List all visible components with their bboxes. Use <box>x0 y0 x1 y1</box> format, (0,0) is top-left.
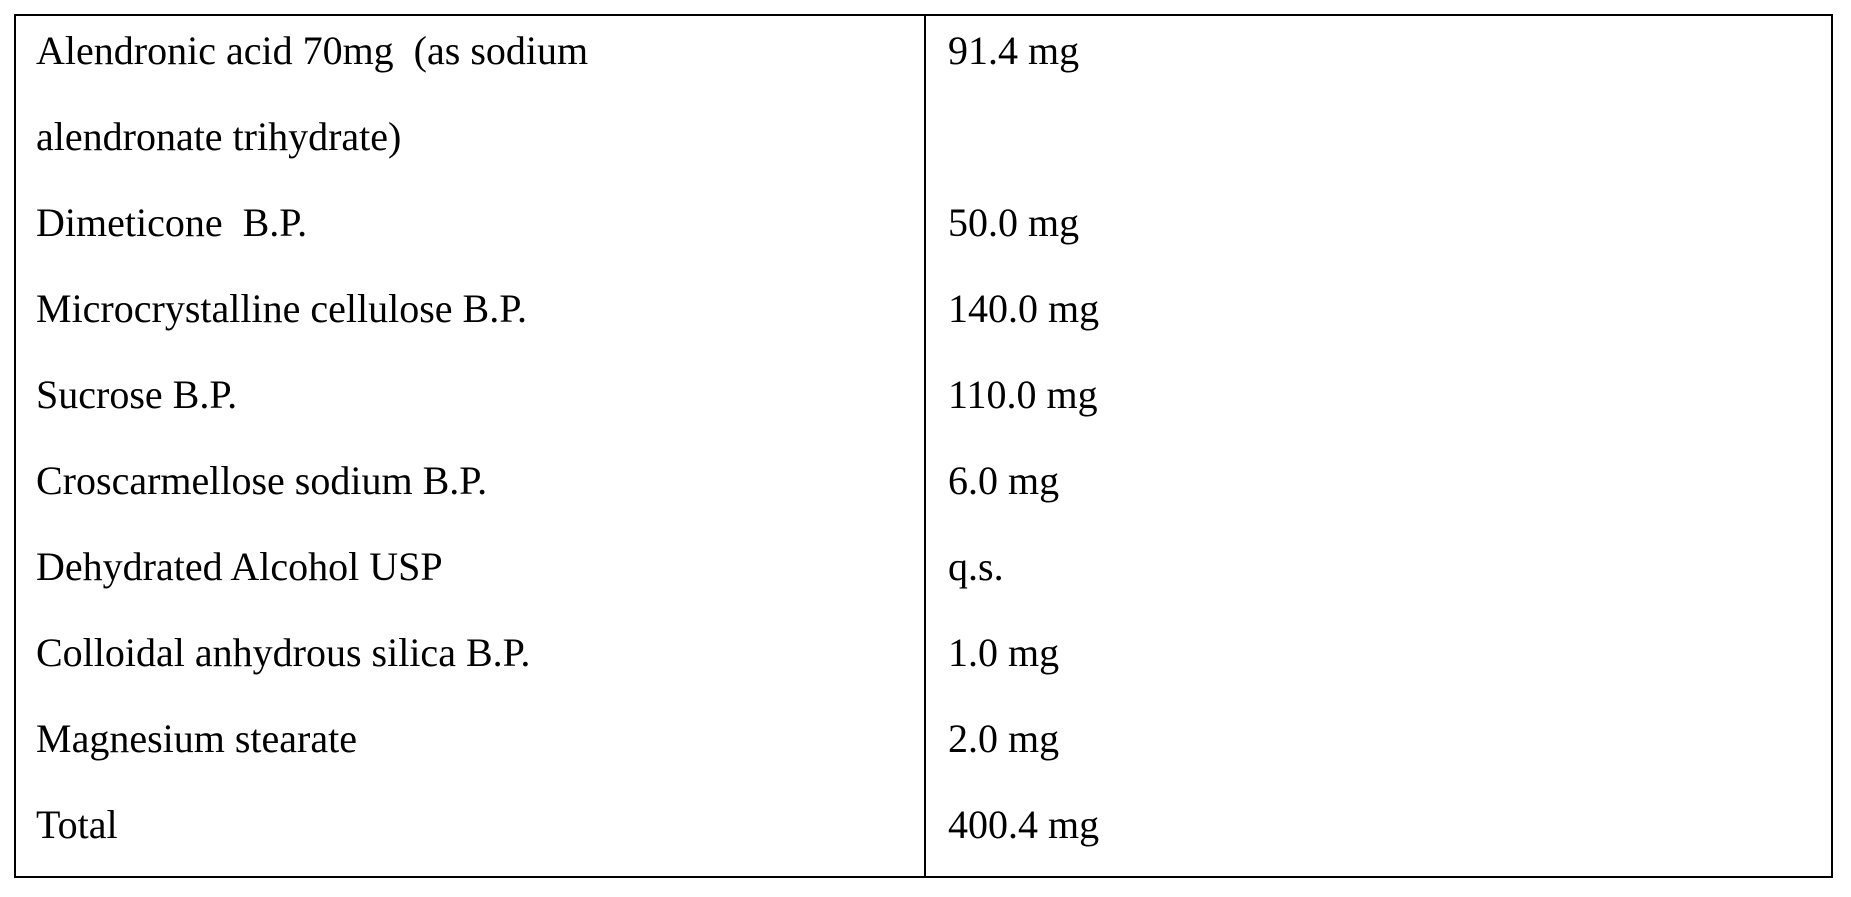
ingredient-cell: Dehydrated Alcohol USP <box>36 524 588 610</box>
amount-cell-empty <box>948 94 1099 180</box>
ingredient-cell: Dimeticone B.P. <box>36 180 588 266</box>
ingredient-cell: Magnesium stearate <box>36 696 588 782</box>
amount-cell: q.s. <box>948 524 1099 610</box>
ingredient-cell: Microcrystalline cellulose B.P. <box>36 266 588 352</box>
amount-cell: 140.0 mg <box>948 266 1099 352</box>
amount-cell: 2.0 mg <box>948 696 1099 782</box>
amount-column: 91.4 mg 50.0 mg140.0 mg110.0 mg6.0 mgq.s.… <box>948 8 1099 868</box>
amount-cell: 6.0 mg <box>948 438 1099 524</box>
amount-cell: 91.4 mg <box>948 8 1099 94</box>
ingredient-cell: Colloidal anhydrous silica B.P. <box>36 610 588 696</box>
column-divider <box>924 14 926 878</box>
amount-cell: 1.0 mg <box>948 610 1099 696</box>
ingredient-cell: Alendronic acid 70mg (as sodium <box>36 8 588 94</box>
amount-cell: 50.0 mg <box>948 180 1099 266</box>
ingredient-cell: Sucrose B.P. <box>36 352 588 438</box>
ingredient-column: Alendronic acid 70mg (as sodiumalendrona… <box>36 8 588 868</box>
ingredient-cell: Croscarmellose sodium B.P. <box>36 438 588 524</box>
amount-cell: 400.4 mg <box>948 782 1099 868</box>
amount-cell: 110.0 mg <box>948 352 1099 438</box>
ingredient-cell: alendronate trihydrate) <box>36 94 588 180</box>
ingredient-cell: Total <box>36 782 588 868</box>
